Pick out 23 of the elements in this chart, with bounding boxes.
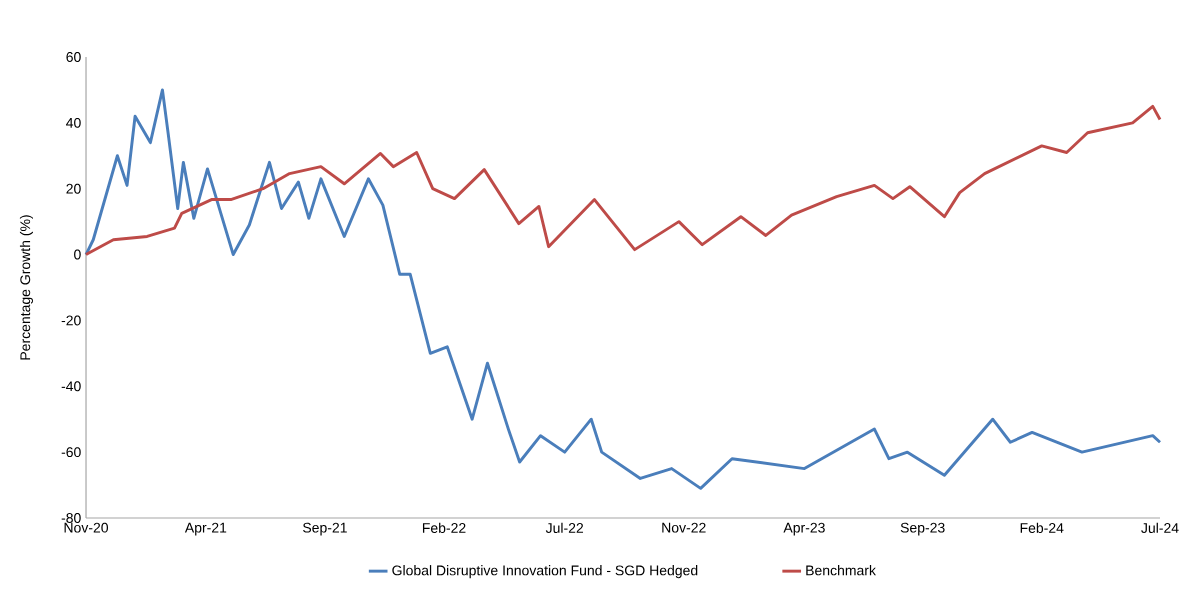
y-tick-label: 60 <box>66 52 81 62</box>
y-axis-title: Percentage Growth (%) <box>19 215 33 360</box>
x-tick-label: Jul-24 <box>1141 522 1179 533</box>
x-tick-label: Feb-24 <box>1020 522 1064 533</box>
x-tick-label: Sep-21 <box>303 522 347 536</box>
x-tick-label: Apr-21 <box>184 522 227 536</box>
y-tick-label: 0 <box>74 249 81 260</box>
y-tick-label: 40 <box>66 117 81 128</box>
line-series <box>84 88 1162 490</box>
x-tick-label: Feb-22 <box>422 522 466 533</box>
y-tick-label: -20 <box>61 315 81 326</box>
y-tick-label: -80 <box>61 513 81 523</box>
x-tick-label: Nov-20 <box>64 522 109 533</box>
line-series <box>84 104 1162 257</box>
y-tick-label: 20 <box>66 183 81 194</box>
x-tick-label: Apr-23 <box>783 522 825 536</box>
y-tick-label: -40 <box>61 381 81 392</box>
legend-label: Global Disruptive Innovation Fund - SGD Hedged <box>392 565 698 579</box>
x-tick-label: Jul-22 <box>545 522 584 533</box>
x-tick-label: Sep-23 <box>900 522 945 536</box>
legend-label: Benchmark <box>806 565 876 576</box>
y-tick-label: -60 <box>61 447 81 458</box>
x-tick-label: Nov-22 <box>662 522 706 533</box>
